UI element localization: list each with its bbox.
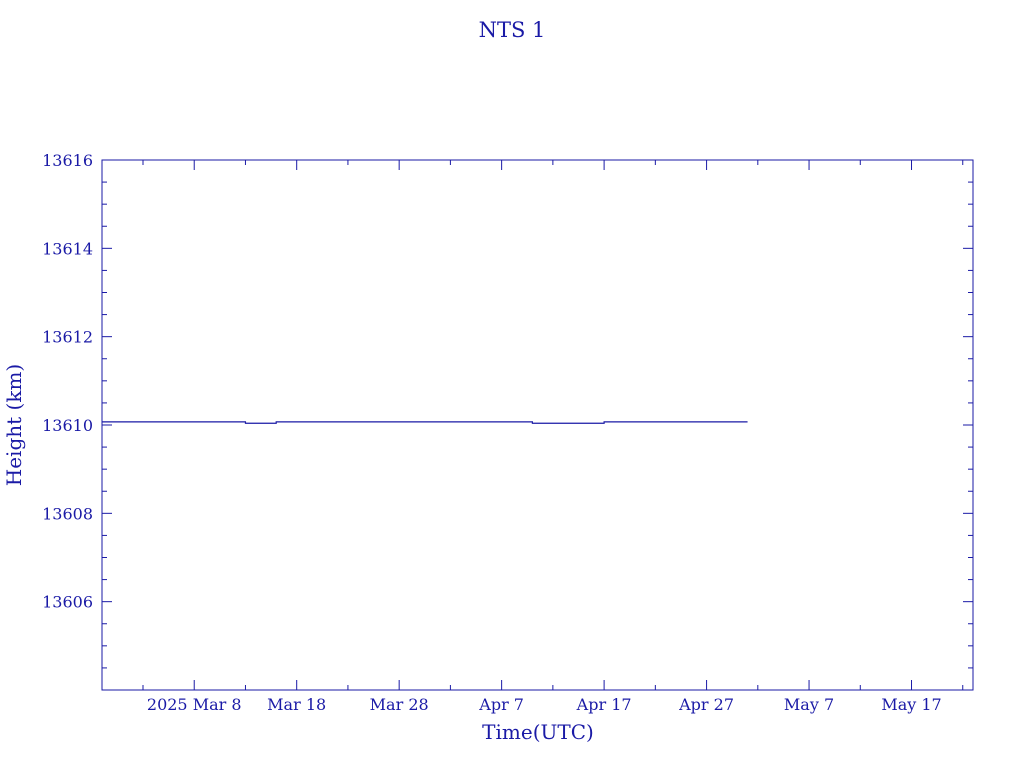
x-tick-label: 2025 Mar 8 [147, 695, 242, 714]
series-layer [102, 421, 748, 424]
x-tick-label: Apr 7 [478, 695, 524, 714]
x-tick-label: Apr 17 [576, 695, 632, 714]
y-tick-label: 13614 [42, 239, 93, 258]
y-tick-label: 13616 [42, 151, 93, 170]
y-tick-label: 13608 [42, 504, 93, 523]
series-line [102, 421, 748, 424]
chart-title: NTS 1 [479, 18, 546, 42]
y-tick-label: 13610 [42, 416, 93, 435]
x-tick-label: May 7 [784, 695, 834, 714]
x-axis-title: Time(UTC) [482, 720, 594, 744]
y-tick-label: 13612 [42, 328, 93, 347]
axis-ticks [102, 159, 973, 690]
x-tick-labels: 2025 Mar 8 Mar 18 Mar 28 Apr 7 Apr 17 Apr 27 M… [147, 695, 942, 714]
y-tick-label: 13606 [42, 593, 93, 612]
y-tick-labels: 13606 13608 13610 13612 13614 13616 [42, 151, 93, 612]
x-tick-label: Apr 27 [678, 695, 734, 714]
x-tick-label: May 17 [881, 695, 941, 714]
x-tick-label: Mar 18 [267, 695, 326, 714]
y-axis-title: Height (km) [2, 364, 26, 486]
plot-frame [101, 159, 974, 691]
x-tick-label: Mar 28 [370, 695, 429, 714]
